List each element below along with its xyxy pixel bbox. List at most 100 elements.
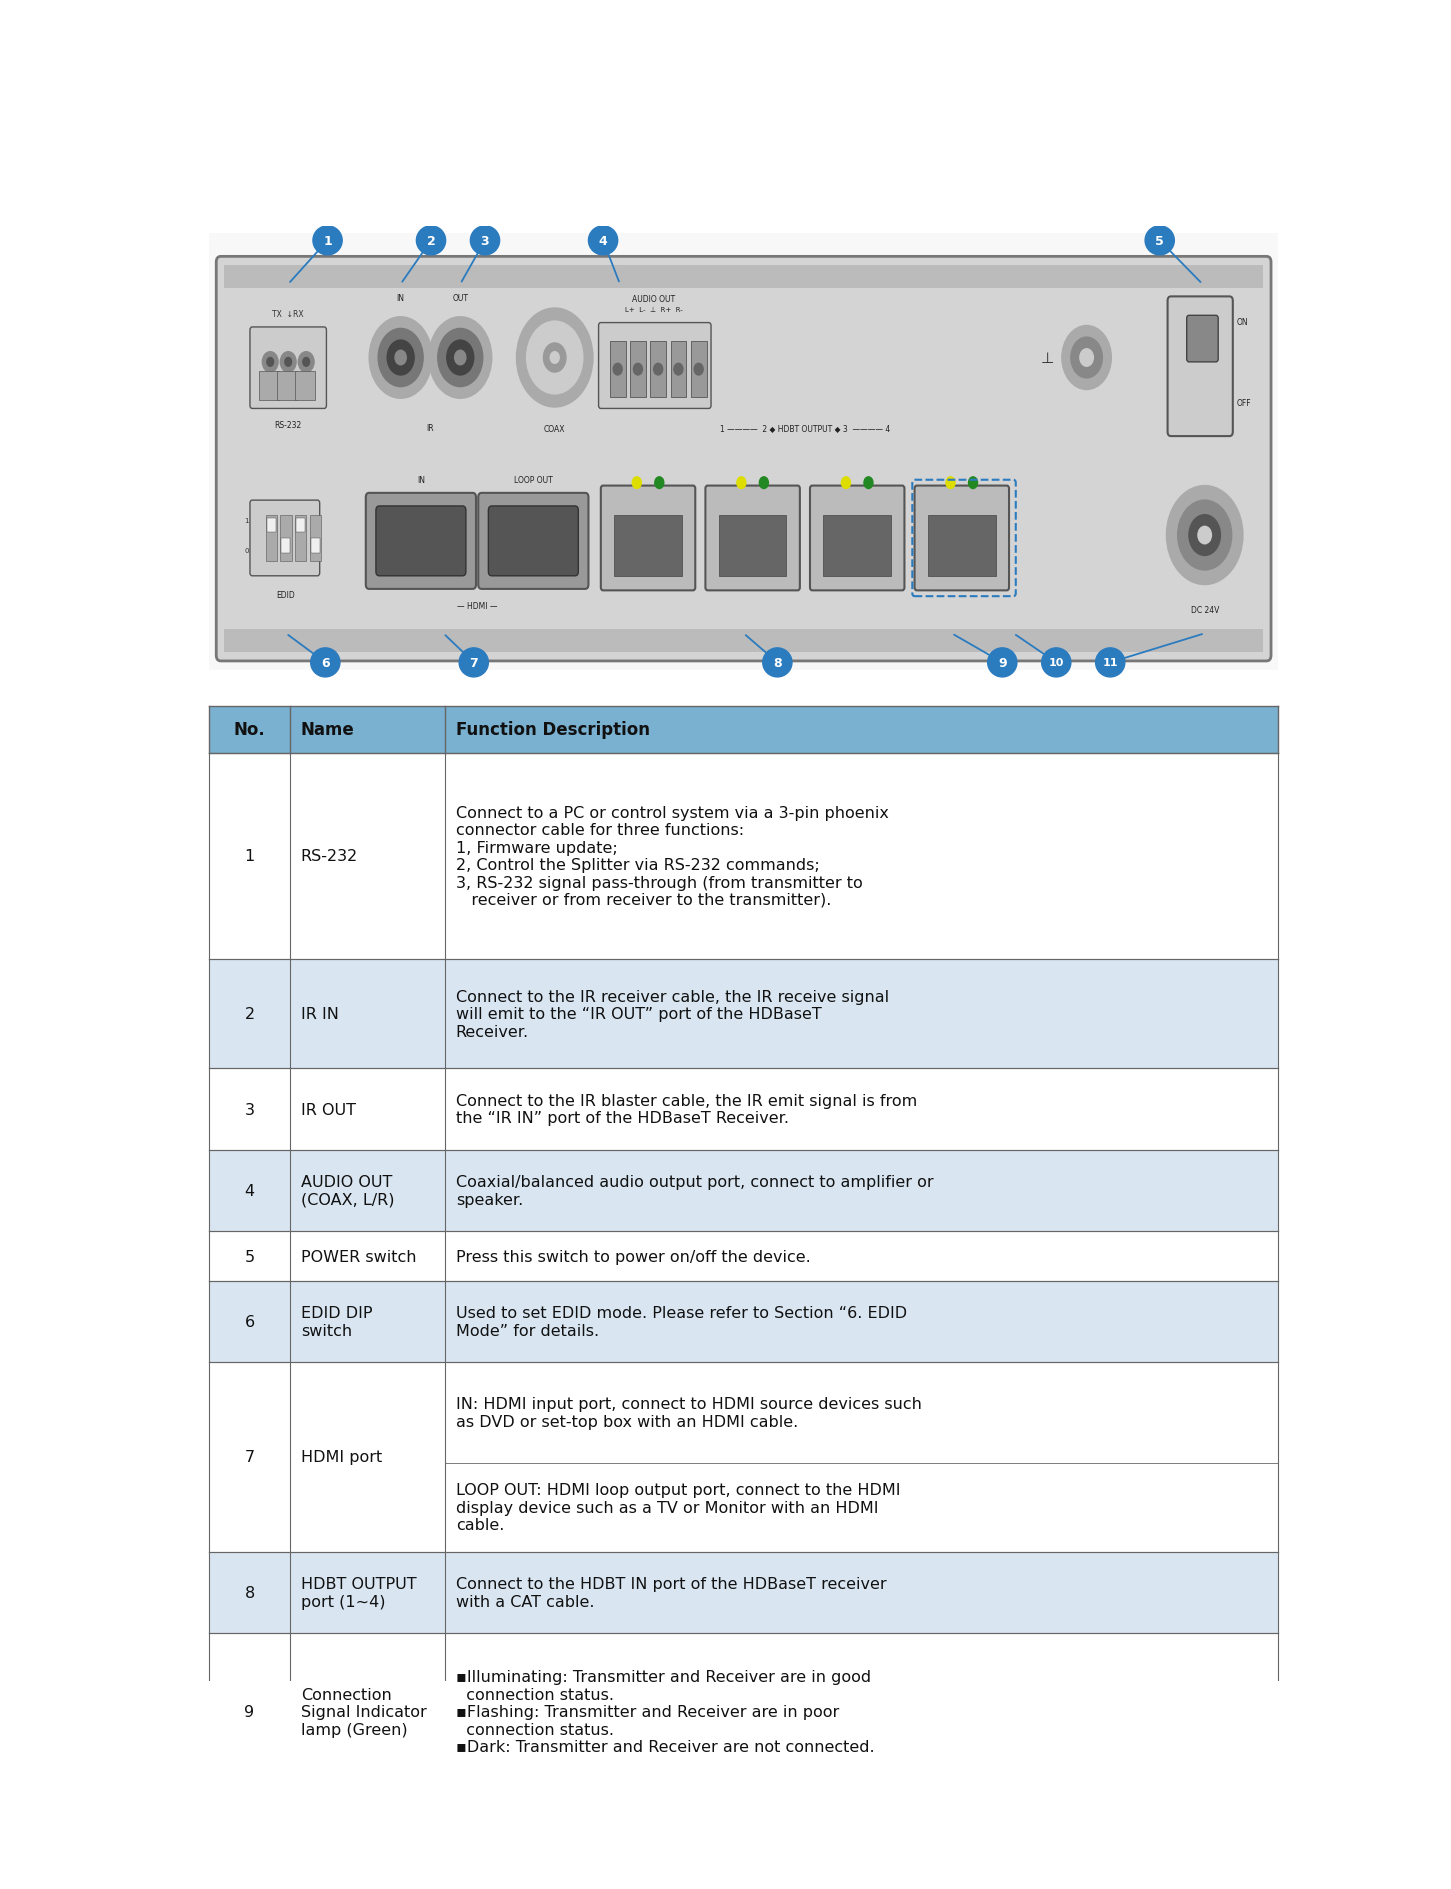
Ellipse shape	[988, 648, 1017, 678]
Bar	[209, 1150, 1278, 1232]
Text: No.: No.	[234, 722, 266, 739]
Bar	[266, 516, 277, 561]
Text: 1: 1	[244, 848, 255, 863]
FancyBboxPatch shape	[705, 485, 800, 591]
Text: AUDIO OUT: AUDIO OUT	[633, 295, 675, 304]
Circle shape	[379, 329, 424, 387]
Text: TX  ↓RX: TX ↓RX	[273, 310, 305, 319]
Text: LOOP OUT: LOOP OUT	[514, 476, 553, 485]
Text: 8: 8	[773, 657, 782, 669]
Text: IN: HDMI input port, connect to HDMI source devices such
as DVD or set-top box w: IN: HDMI input port, connect to HDMI sou…	[456, 1396, 921, 1428]
Circle shape	[653, 365, 663, 376]
FancyBboxPatch shape	[601, 485, 695, 591]
Circle shape	[438, 329, 483, 387]
Circle shape	[1199, 527, 1212, 544]
Text: — HDMI —: — HDMI —	[457, 601, 498, 610]
Text: Connect to a PC or control system via a 3-pin phoenix
connector cable for three : Connect to a PC or control system via a …	[456, 805, 888, 907]
Bar	[614, 516, 682, 576]
Circle shape	[267, 359, 274, 366]
Bar	[630, 342, 646, 397]
Bar	[209, 1069, 1278, 1150]
FancyBboxPatch shape	[1187, 315, 1219, 363]
Circle shape	[544, 344, 566, 372]
Text: Name: Name	[300, 722, 354, 739]
Text: 6: 6	[321, 657, 329, 669]
Text: HDBT OUTPUT
port (1~4): HDBT OUTPUT port (1~4)	[300, 1575, 416, 1609]
Text: 3: 3	[480, 234, 489, 247]
Text: 1 ————  2 ◆ HDBT OUTPUT ◆ 3  ———— 4: 1 ———— 2 ◆ HDBT OUTPUT ◆ 3 ———— 4	[720, 425, 891, 433]
Bar	[309, 516, 321, 561]
Text: ⊥: ⊥	[1040, 351, 1053, 366]
Ellipse shape	[589, 227, 618, 255]
Circle shape	[1080, 349, 1094, 366]
Text: IR IN: IR IN	[300, 1007, 338, 1022]
Circle shape	[387, 340, 414, 376]
Circle shape	[369, 317, 432, 399]
Circle shape	[263, 353, 279, 372]
Text: LOOP OUT: HDMI loop output port, connect to the HDMI
display device such as a TV: LOOP OUT: HDMI loop output port, connect…	[456, 1483, 900, 1532]
Bar	[295, 516, 306, 561]
Text: 9: 9	[998, 657, 1007, 669]
Text: 6: 6	[244, 1315, 254, 1330]
Text: Coaxial/balanced audio output port, connect to amplifier or
speaker.: Coaxial/balanced audio output port, conn…	[456, 1175, 933, 1207]
Ellipse shape	[313, 227, 342, 255]
Text: 10: 10	[1049, 657, 1064, 669]
Text: IN: IN	[396, 295, 405, 302]
Bar	[209, 706, 1278, 754]
Text: DC 24V: DC 24V	[1190, 606, 1219, 614]
Bar	[209, 234, 1278, 671]
FancyBboxPatch shape	[914, 485, 1008, 591]
Circle shape	[527, 321, 583, 395]
Bar	[281, 538, 290, 553]
Text: 8: 8	[244, 1585, 255, 1600]
Bar	[267, 518, 276, 533]
Text: 2: 2	[244, 1007, 254, 1022]
Circle shape	[614, 365, 622, 376]
Circle shape	[969, 478, 978, 489]
Text: ON: ON	[1236, 317, 1248, 327]
Text: Used to set EDID mode. Please refer to Section “6. EDID
Mode” for details.: Used to set EDID mode. Please refer to S…	[456, 1305, 907, 1337]
Bar	[609, 342, 625, 397]
Circle shape	[550, 353, 559, 365]
FancyBboxPatch shape	[376, 506, 466, 576]
Bar	[650, 342, 666, 397]
FancyBboxPatch shape	[1168, 297, 1233, 436]
Text: 7: 7	[244, 1449, 254, 1464]
Text: 1: 1	[324, 234, 332, 247]
Ellipse shape	[416, 227, 445, 255]
Text: RS-232: RS-232	[274, 421, 302, 431]
Circle shape	[454, 351, 466, 366]
Text: Connect to the IR blaster cable, the IR emit signal is from
the “IR IN” port of : Connect to the IR blaster cable, the IR …	[456, 1094, 917, 1126]
Text: EDID: EDID	[277, 591, 296, 601]
Circle shape	[634, 365, 643, 376]
Ellipse shape	[311, 648, 340, 678]
Text: POWER switch: POWER switch	[300, 1249, 416, 1264]
FancyBboxPatch shape	[366, 493, 476, 589]
Ellipse shape	[1042, 648, 1071, 678]
Text: OUT: OUT	[453, 295, 469, 302]
Bar	[295, 372, 315, 400]
Bar	[209, 1634, 1278, 1791]
Bar	[280, 516, 292, 561]
FancyBboxPatch shape	[216, 257, 1271, 661]
Circle shape	[299, 353, 313, 372]
Ellipse shape	[763, 648, 792, 678]
Circle shape	[673, 365, 683, 376]
Text: 5: 5	[1155, 234, 1164, 247]
Bar	[258, 372, 279, 400]
Text: 2: 2	[427, 234, 435, 247]
Text: 5: 5	[244, 1249, 254, 1264]
Ellipse shape	[1145, 227, 1174, 255]
Bar	[209, 1281, 1278, 1362]
Text: HDMI port: HDMI port	[300, 1449, 382, 1464]
FancyBboxPatch shape	[250, 329, 326, 410]
Bar	[209, 1551, 1278, 1634]
Bar	[296, 518, 305, 533]
Bar	[209, 960, 1278, 1069]
Text: 0: 0	[244, 548, 250, 553]
Circle shape	[284, 359, 292, 366]
Circle shape	[946, 478, 955, 489]
Circle shape	[842, 478, 850, 489]
Bar	[670, 342, 686, 397]
Ellipse shape	[459, 648, 489, 678]
